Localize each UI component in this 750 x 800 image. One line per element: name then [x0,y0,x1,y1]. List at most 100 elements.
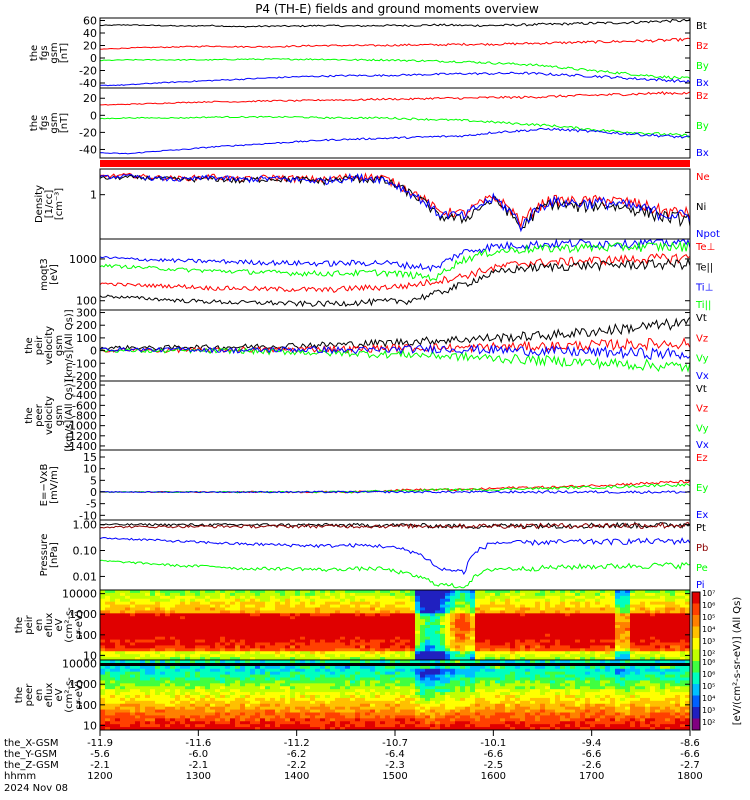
spectrogram-cell [450,697,456,702]
spectrogram-cell [380,642,386,646]
spectrogram-cell [510,627,516,632]
spectrogram-cell [545,648,551,652]
spectrogram-cell [185,645,191,649]
spectrogram-cell [235,651,241,655]
spectrogram-cell [485,645,491,649]
spectrogram-cell [390,648,396,652]
spectrogram-cell [200,648,206,652]
spectrogram-cell [330,721,336,725]
spectrogram-cell [465,686,471,690]
spectrogram-cell [395,724,401,728]
spectrogram-cell [320,627,326,632]
spectrogram-cell [495,680,501,684]
spectrogram-cell [470,622,476,626]
spectrogram-cell [420,619,426,623]
spectrogram-cell [490,619,496,623]
spectrogram-cell [475,692,481,696]
spectrogram-cell [650,645,656,649]
spectrogram-cell [660,592,666,597]
spectrogram-cell [260,657,266,661]
spectrogram-cell [325,668,331,673]
spectrogram-cell [265,686,271,690]
spectrogram-cell [585,639,591,643]
spectrogram-cell [285,607,291,611]
spectrogram-cell [680,642,686,646]
spectrogram-cell [115,660,121,664]
spectrogram-cell [345,700,351,705]
spectrogram-cell [650,616,656,620]
spectrogram-cell [470,724,476,728]
spectrogram-cell [180,677,186,681]
spectrogram-cell [475,622,481,626]
spectrogram-cell [500,697,506,702]
spectrogram-cell [565,657,571,661]
spectrogram-cell [415,697,421,702]
spectrogram-cell [515,630,521,635]
spectrogram-cell [225,595,231,600]
spectrogram-cell [220,674,226,678]
spectrogram-cell [245,607,251,611]
spectrogram-cell [450,616,456,620]
spectrogram-cell [430,639,436,643]
spectrogram-cell [350,724,356,728]
spectrogram-cell [410,645,416,649]
spectrogram-cell [610,604,616,608]
spectrogram-cell [200,592,206,597]
spectrogram-cell [475,625,481,629]
spectrogram-cell [205,727,211,731]
panel-frame [99,87,691,159]
spectrogram-cell [110,692,116,696]
spectrogram-cell [375,718,381,722]
spectrogram-cell [425,686,431,690]
spectrogram-cell [305,724,311,728]
spectrogram-cell [615,625,621,629]
spectrogram-cell [395,622,401,626]
spectrogram-cell [140,697,146,702]
spectrogram-cell [265,715,271,719]
spectrogram-cell [365,622,371,626]
spectrogram-cell [415,610,421,614]
spectrogram-cell [245,595,251,600]
spectrogram-cell [110,677,116,681]
spectrogram-cell [360,604,366,608]
spectrogram-cell [285,680,291,684]
spectrogram-cell [445,630,451,635]
spectrogram-cell [350,703,356,708]
spectrogram-cell [130,633,136,638]
spectrogram-cell [165,630,171,635]
spectrogram-cell [340,680,346,684]
spectrogram-cell [345,639,351,643]
spectrogram-cell [135,677,141,681]
spectrogram-cell [190,680,196,684]
spectrogram-cell [375,595,381,600]
spectrogram-cell [335,668,341,673]
spectrogram-cell [345,648,351,652]
spectrogram-cell [495,724,501,728]
spectrogram-cell [255,715,261,719]
spectrogram-cell [210,689,216,693]
spectrogram-cell [675,619,681,623]
spectrogram-cell [515,633,521,638]
spectrogram-cell [650,622,656,626]
spectrogram-cell [370,660,376,664]
spectrogram-cell [180,598,186,603]
spectrogram-cell [105,689,111,693]
spectrogram-cell [255,712,261,716]
spectrogram-cell [315,674,321,678]
spectrogram-cell [180,616,186,620]
spectrogram-cell [255,648,261,652]
spectrogram-cell [340,651,346,655]
spectrogram-cell [230,607,236,611]
spectrogram-cell [370,703,376,708]
spectrogram-cell [145,657,151,661]
spectrogram-cell [580,613,586,617]
spectrogram-cell [415,598,421,603]
spectrogram-cell [285,601,291,605]
spectrogram-cell [180,660,186,664]
spectrogram-cell [460,709,466,713]
spectrogram-cell [565,654,571,658]
spectrogram-cell [185,657,191,661]
spectrogram-cell [325,657,331,661]
spectrogram-cell [525,619,531,623]
